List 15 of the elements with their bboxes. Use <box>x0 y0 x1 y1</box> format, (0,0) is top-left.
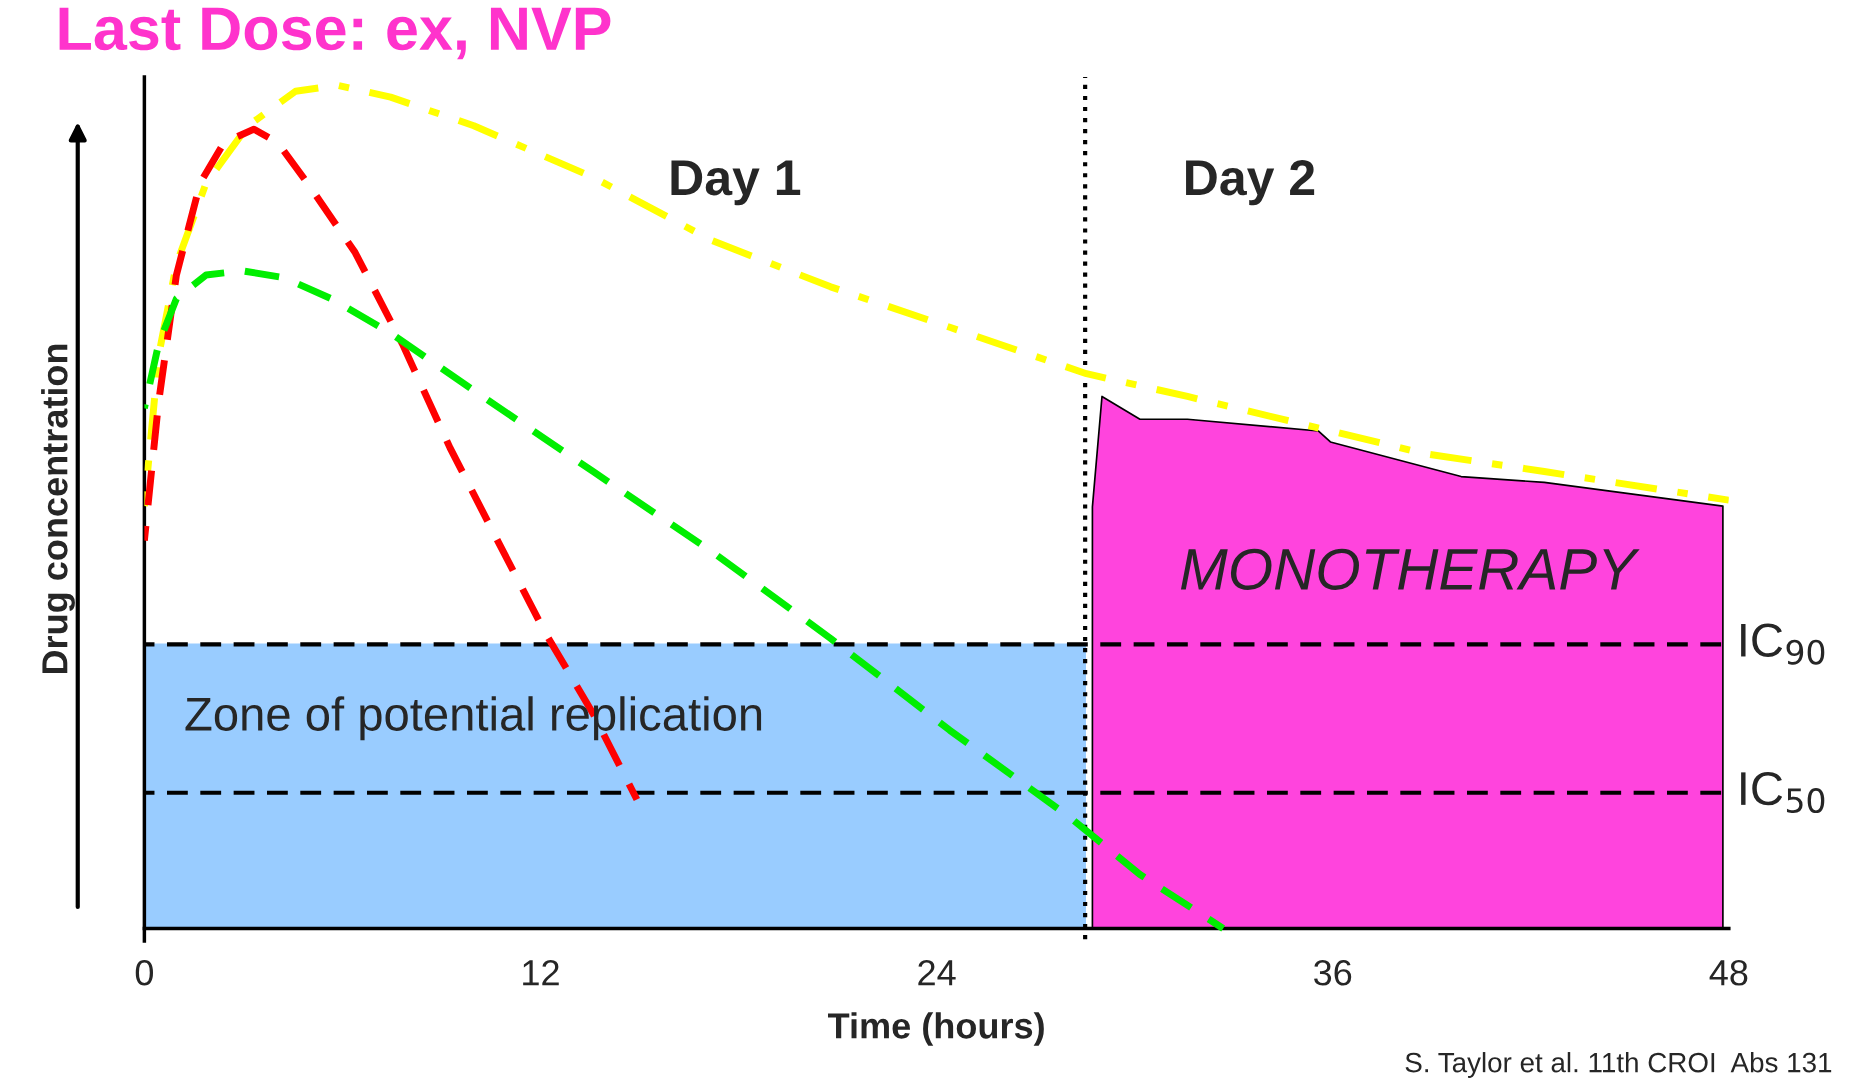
x-axis-title: Time (hours) <box>828 1012 1044 1046</box>
y-axis-title: Drug concentration <box>41 344 75 674</box>
ref-line-label: IC$_{90}$ <box>1741 623 1825 665</box>
chart-title: Last Dose: ex, NVP <box>59 7 611 60</box>
x-tick-label: 36 <box>1314 959 1352 986</box>
series-label: Zone of potential replication <box>185 696 762 741</box>
ref-line-label: IC$_{50}$ <box>1741 771 1825 814</box>
x-tick-label: 12 <box>523 959 559 986</box>
x-tick-label: 48 <box>1709 959 1748 986</box>
series-label: MONOTHERAPY <box>1180 548 1640 591</box>
text: S. Taylor et al. 11th CROI Abs 131 <box>1405 1052 1832 1078</box>
x-tick-label: 24 <box>918 959 956 986</box>
annotation: Day 2 <box>1186 160 1315 206</box>
annotation: Day 1 <box>671 160 801 206</box>
x-tick-label: 0 <box>135 959 154 986</box>
